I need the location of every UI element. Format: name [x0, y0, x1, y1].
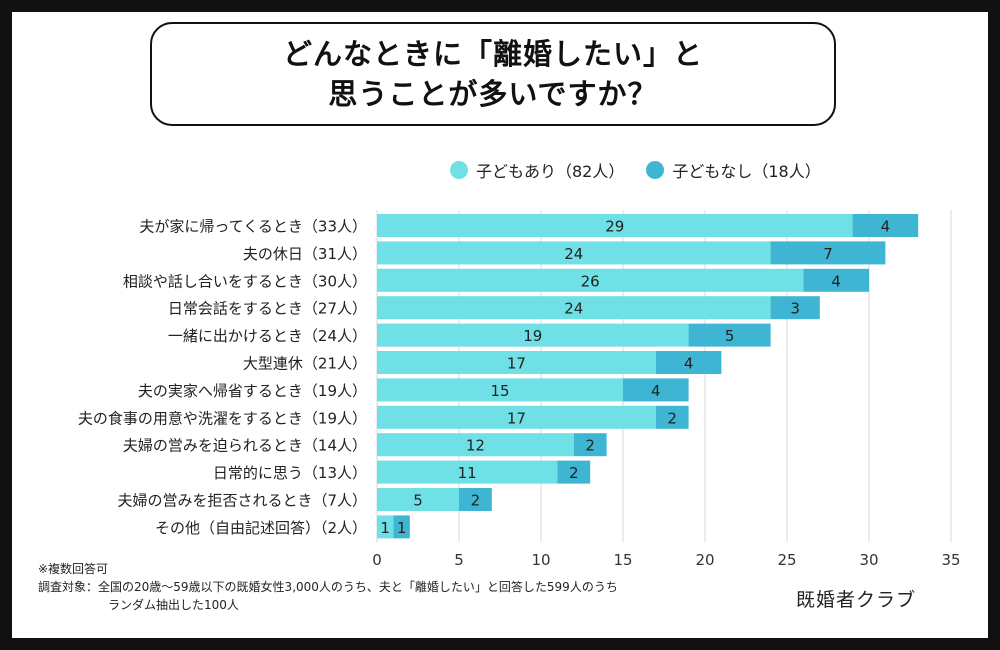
- data-label-with-children: 17: [507, 355, 526, 373]
- x-tick-label: 5: [454, 551, 464, 569]
- data-label-without-children: 2: [585, 437, 595, 455]
- footnote-target-label: 調査対象：: [38, 580, 99, 594]
- bar-without-children: [573, 433, 607, 457]
- data-label-without-children: 4: [651, 382, 661, 400]
- footnotes: ※複数回答可 調査対象：全国の20歳〜59歳以下の既婚女性3,000人のうち、夫…: [38, 560, 618, 614]
- title-line-2: 思うことが多いですか？: [328, 77, 658, 111]
- data-label-without-children: 4: [831, 272, 841, 290]
- bar-without-children: [770, 241, 886, 265]
- data-label-with-children: 17: [507, 409, 526, 427]
- data-label-with-children: 12: [466, 437, 485, 455]
- data-label-without-children: 7: [823, 245, 833, 263]
- data-label-without-children: 3: [790, 300, 800, 318]
- brand-name: 既婚者クラブ: [796, 589, 917, 611]
- bar-with-children: [377, 515, 394, 539]
- legend: 子どもあり（82人） 子どもなし（18人）: [450, 158, 821, 182]
- category-label: 夫婦の営みを迫られるとき（14人）: [123, 437, 367, 455]
- data-label-without-children: 4: [684, 355, 694, 373]
- x-tick-label: 0: [372, 551, 382, 569]
- bar-without-children: [459, 488, 492, 511]
- category-label: 大型連休（21人）: [243, 355, 367, 373]
- legend-swatch-with-children: [450, 161, 468, 179]
- bar-without-children: [688, 323, 771, 347]
- data-label-with-children: 24: [564, 300, 583, 318]
- x-tick-label: 15: [613, 551, 632, 569]
- bar-without-children: [655, 405, 689, 429]
- bar-with-children: [377, 268, 804, 292]
- footnote-target-text-2: ランダム抽出した100人: [108, 598, 239, 612]
- data-label-with-children: 15: [490, 382, 509, 400]
- x-tick-label: 20: [695, 551, 714, 569]
- category-label: その他（自由記述回答）（2人）: [155, 519, 367, 537]
- x-tick-label: 30: [859, 551, 878, 569]
- bar-without-children: [393, 515, 410, 539]
- category-label: 一緒に出かけるとき（24人）: [168, 327, 367, 345]
- legend-item-with-children: 子どもあり（82人）: [450, 158, 624, 182]
- data-label-without-children: 2: [471, 492, 481, 510]
- data-label-with-children: 19: [523, 327, 542, 345]
- data-label-with-children: 1: [380, 519, 390, 537]
- title-box: どんなときに「離婚したい」と 思うことが多いですか？: [150, 22, 836, 126]
- data-label-with-children: 5: [413, 492, 423, 510]
- legend-label-without-children: 子どもなし（18人）: [672, 162, 821, 181]
- bar-with-children: [377, 351, 656, 374]
- bar-with-children: [377, 214, 853, 237]
- x-tick-label: 10: [531, 551, 550, 569]
- x-tick-label: 25: [777, 551, 796, 569]
- bar-without-children: [770, 296, 820, 320]
- data-label-without-children: 2: [569, 464, 579, 482]
- bar-without-children: [852, 214, 919, 237]
- category-label: 夫が家に帰ってくるとき（33人）: [139, 218, 367, 236]
- title-line-1: どんなときに「離婚したい」と: [282, 37, 703, 71]
- bar-without-children: [803, 268, 869, 292]
- bar-with-children: [377, 488, 459, 511]
- bar-without-children: [557, 460, 591, 484]
- data-label-without-children: 2: [667, 409, 677, 427]
- bar-with-children: [377, 405, 656, 429]
- category-label: 日常会話をするとき（27人）: [168, 300, 367, 318]
- data-label-with-children: 29: [605, 218, 624, 236]
- legend-item-without-children: 子どもなし（18人）: [646, 158, 821, 182]
- footnote-target-text-1: 全国の20歳〜59歳以下の既婚女性3,000人のうち、夫と「離婚したい」と回答し…: [98, 580, 618, 594]
- category-label: 夫婦の営みを拒否されるとき（7人）: [117, 492, 367, 510]
- bar-with-children: [377, 433, 574, 457]
- footnote-multiple-answers: ※複数回答可: [38, 562, 109, 576]
- category-label: 夫の実家へ帰省するとき（19人）: [138, 382, 367, 400]
- bar-with-children: [377, 241, 771, 265]
- category-label: 夫の休日（31人）: [243, 245, 367, 263]
- bar-without-children: [623, 378, 689, 402]
- legend-label-with-children: 子どもあり（82人）: [476, 162, 625, 181]
- footnote-survey-target: 調査対象：全国の20歳〜59歳以下の既婚女性3,000人のうち、夫と「離婚したい…: [38, 578, 618, 596]
- data-label-without-children: 1: [397, 519, 407, 537]
- bar-with-children: [377, 323, 689, 347]
- bar-without-children: [655, 351, 722, 374]
- bar-with-children: [377, 378, 623, 402]
- x-tick-label: 35: [941, 551, 960, 569]
- category-label: 夫の食事の用意や洗濯をするとき（19人）: [78, 409, 367, 427]
- data-label-without-children: 5: [725, 327, 735, 345]
- data-label-with-children: 24: [564, 245, 583, 263]
- data-label-without-children: 4: [881, 218, 891, 236]
- legend-swatch-without-children: [646, 161, 665, 179]
- data-label-with-children: 11: [458, 464, 477, 482]
- category-label: 日常的に思う（13人）: [213, 464, 367, 482]
- bar-with-children: [377, 296, 771, 320]
- data-label-with-children: 26: [581, 272, 600, 290]
- bar-with-children: [377, 460, 558, 484]
- category-label: 相談や話し合いをするとき（30人）: [123, 272, 367, 290]
